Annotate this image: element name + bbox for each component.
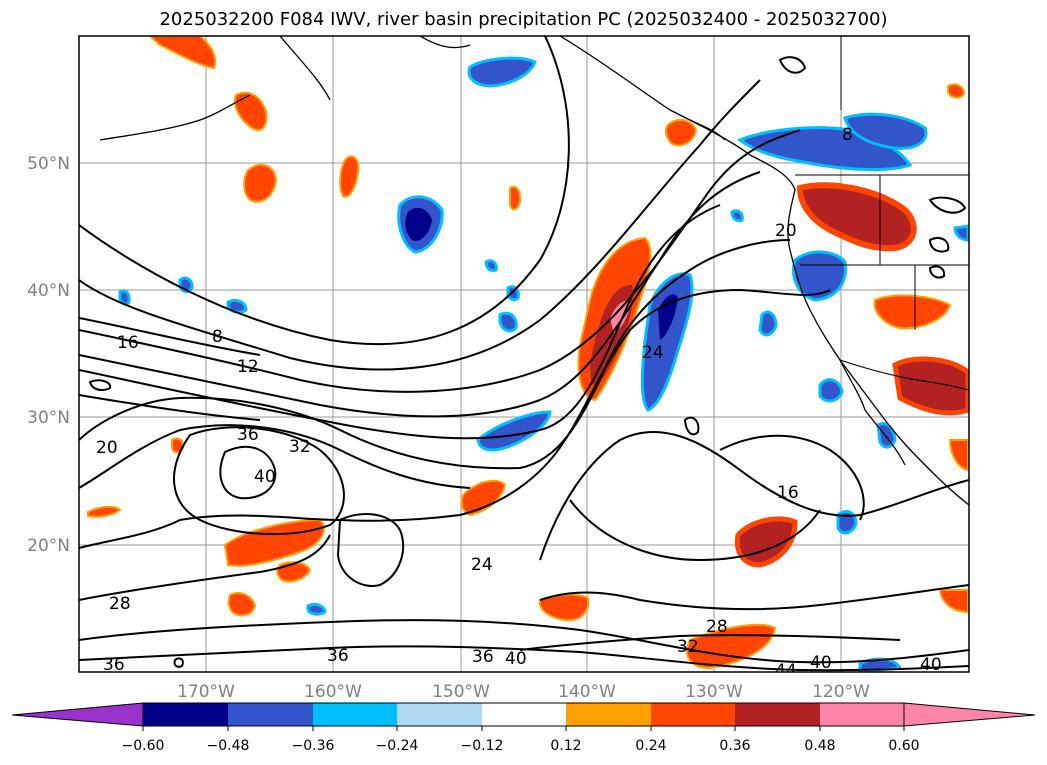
colorbar-tick-label: 0.12 xyxy=(550,738,581,754)
colorbar-tick-label: −0.36 xyxy=(292,738,335,754)
contour-label: 20 xyxy=(775,221,797,241)
colorbar-segment xyxy=(397,703,482,726)
lon-label: 160°W xyxy=(304,682,362,702)
contour-label: 40 xyxy=(505,649,527,669)
lat-label: 50°N xyxy=(27,154,70,174)
contour-label: 12 xyxy=(237,357,259,377)
iwv-contours xyxy=(79,36,969,672)
lon-label: 150°W xyxy=(432,682,490,702)
colorbar-segment xyxy=(651,703,735,726)
contour-label: 20 xyxy=(96,438,118,458)
contour-label: 36 xyxy=(472,647,494,667)
coastlines xyxy=(99,36,969,506)
longitude-labels: 170°W 160°W 150°W 140°W 130°W 120°W xyxy=(177,682,870,702)
contour-label: 24 xyxy=(471,555,493,575)
contour-label: 32 xyxy=(677,637,699,657)
lat-label: 30°N xyxy=(27,408,70,428)
contour-label: 40 xyxy=(254,467,276,487)
lon-label: 170°W xyxy=(177,682,235,702)
colorbar-tick-label: 0.24 xyxy=(635,738,666,754)
contour-label: 16 xyxy=(117,333,139,353)
contour-label: 36 xyxy=(237,425,259,445)
negative-precip-regions xyxy=(118,56,969,672)
colorbar-extend-right xyxy=(903,702,1036,727)
colorbar-segment xyxy=(482,703,566,726)
colorbar-tick-label: −0.24 xyxy=(376,738,419,754)
colorbar-segment xyxy=(143,703,228,726)
contour-label: 36 xyxy=(327,646,349,666)
contour-label: 24 xyxy=(642,343,664,363)
contour-label: 8 xyxy=(212,327,223,347)
contour-label: 28 xyxy=(706,617,728,637)
contour-label: 40 xyxy=(810,653,832,673)
colorbar-segment xyxy=(566,703,651,726)
colorbar-tick-label: −0.12 xyxy=(461,738,504,754)
map-title: 2025032200 F084 IWV, river basin precipi… xyxy=(159,9,888,30)
political-borders xyxy=(795,36,969,391)
colorbar-segment xyxy=(735,703,820,726)
contour-label: 40 xyxy=(920,655,942,675)
contour-label: 28 xyxy=(109,594,131,614)
contour-label: 32 xyxy=(289,437,311,457)
colorbar-tick-label: 0.60 xyxy=(888,738,919,754)
colorbar-extend-left xyxy=(11,702,144,727)
lon-label: 120°W xyxy=(812,682,870,702)
latitude-labels: 50°N 40°N 30°N 20°N xyxy=(27,154,70,556)
contour-label: 36 xyxy=(103,655,125,675)
colorbar-tick-label: −0.60 xyxy=(122,738,165,754)
lat-label: 40°N xyxy=(27,281,70,301)
colorbar: −0.60 −0.48 −0.36 −0.24 −0.12 0.12 0.24 … xyxy=(11,702,1036,754)
colorbar-tick-label: 0.48 xyxy=(804,738,835,754)
contour-label: 8 xyxy=(842,125,853,145)
contour-label: 16 xyxy=(777,483,799,503)
colorbar-segment xyxy=(313,703,397,726)
lat-label: 20°N xyxy=(27,536,70,556)
map-frame xyxy=(78,35,970,673)
colorbar-tick-label: −0.48 xyxy=(207,738,250,754)
lon-label: 140°W xyxy=(558,682,616,702)
colorbar-tick-label: 0.36 xyxy=(719,738,750,754)
contour-label: 44 xyxy=(775,661,797,681)
colorbar-segment xyxy=(228,703,313,726)
lon-label: 130°W xyxy=(685,682,743,702)
colorbar-segment xyxy=(820,703,904,726)
contour-labels: 8 8 12 16 16 20 20 24 24 28 28 32 32 36 … xyxy=(96,125,942,681)
